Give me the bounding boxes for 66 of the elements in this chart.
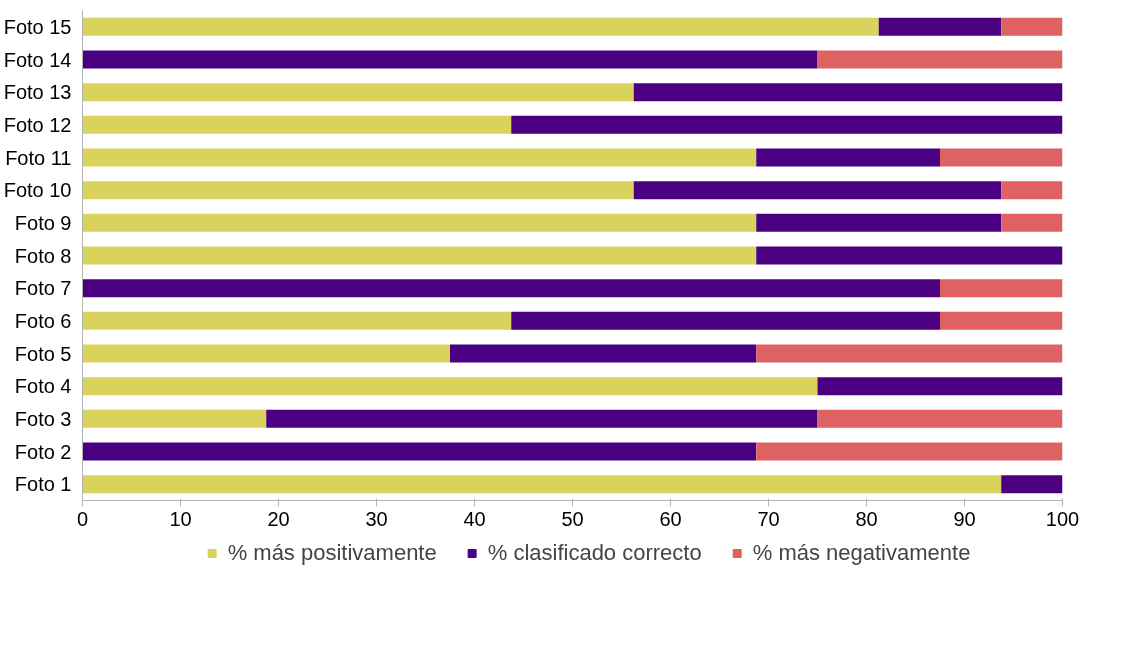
x-tick-label: 100 (1045, 507, 1080, 530)
bar (756, 344, 1063, 363)
bar (1001, 181, 1063, 200)
y-tick-label: Foto 8 (14, 244, 72, 267)
bar (756, 246, 1063, 265)
bar (511, 311, 940, 330)
y-tick-label: Foto 3 (14, 407, 72, 430)
x-tick-label: 80 (855, 507, 878, 530)
y-tick-label: Foto 13 (3, 81, 72, 104)
x-tick-label: 70 (757, 507, 780, 530)
bar (633, 181, 1002, 200)
y-tick-label: Foto 11 (5, 146, 72, 169)
bar (756, 213, 1002, 232)
bar (756, 148, 940, 167)
bar (82, 344, 450, 363)
y-tick-label: Foto 6 (14, 309, 72, 332)
bar (878, 17, 1002, 36)
bar (633, 83, 1063, 102)
legend-label: % más negativamente (752, 540, 971, 566)
bar (82, 213, 757, 232)
bar (82, 279, 940, 298)
bar (82, 83, 634, 102)
y-tick-label: Foto 12 (3, 113, 72, 136)
bar (266, 409, 818, 428)
bar (82, 442, 757, 461)
bar (1001, 213, 1063, 232)
y-tick-label: Foto 4 (14, 375, 72, 398)
bar (817, 50, 1063, 69)
y-tick-label: Foto 7 (14, 277, 72, 300)
x-tick-label: 50 (561, 507, 584, 530)
bar (82, 409, 267, 428)
y-tick-label: Foto 5 (14, 342, 72, 365)
x-tick-label: 90 (953, 507, 976, 530)
legend-label: % clasificado correcto (487, 540, 702, 566)
legend-label: % más positivamente (227, 540, 437, 566)
bar (82, 311, 512, 330)
bar (817, 409, 1063, 428)
bar (82, 115, 512, 134)
bar (1001, 17, 1063, 36)
bar (940, 279, 1063, 298)
x-tick-label: 20 (267, 507, 290, 530)
y-tick-label: Foto 1 (14, 473, 72, 496)
x-tick-label: 10 (169, 507, 192, 530)
bar (82, 50, 818, 69)
y-tick-label: Foto 14 (3, 48, 72, 71)
x-tick-label: 60 (659, 507, 682, 530)
bar (82, 148, 757, 167)
bar (82, 17, 879, 36)
bar (82, 246, 757, 265)
y-tick-label: Foto 15 (3, 15, 72, 38)
bar (82, 377, 818, 396)
bar (817, 377, 1063, 396)
bar (940, 148, 1063, 167)
bar (82, 181, 634, 200)
x-tick-label: 40 (463, 507, 486, 530)
x-tick-label: 30 (365, 507, 388, 530)
bar (756, 442, 1063, 461)
bar (940, 311, 1063, 330)
bar (1001, 475, 1063, 494)
x-tick-label: 0 (76, 507, 89, 530)
y-tick-label: Foto 10 (3, 179, 72, 202)
y-tick-label: Foto 9 (14, 211, 72, 234)
y-tick-label: Foto 2 (14, 440, 72, 463)
bar (450, 344, 757, 363)
bar (82, 475, 1002, 494)
bar (511, 115, 1063, 134)
